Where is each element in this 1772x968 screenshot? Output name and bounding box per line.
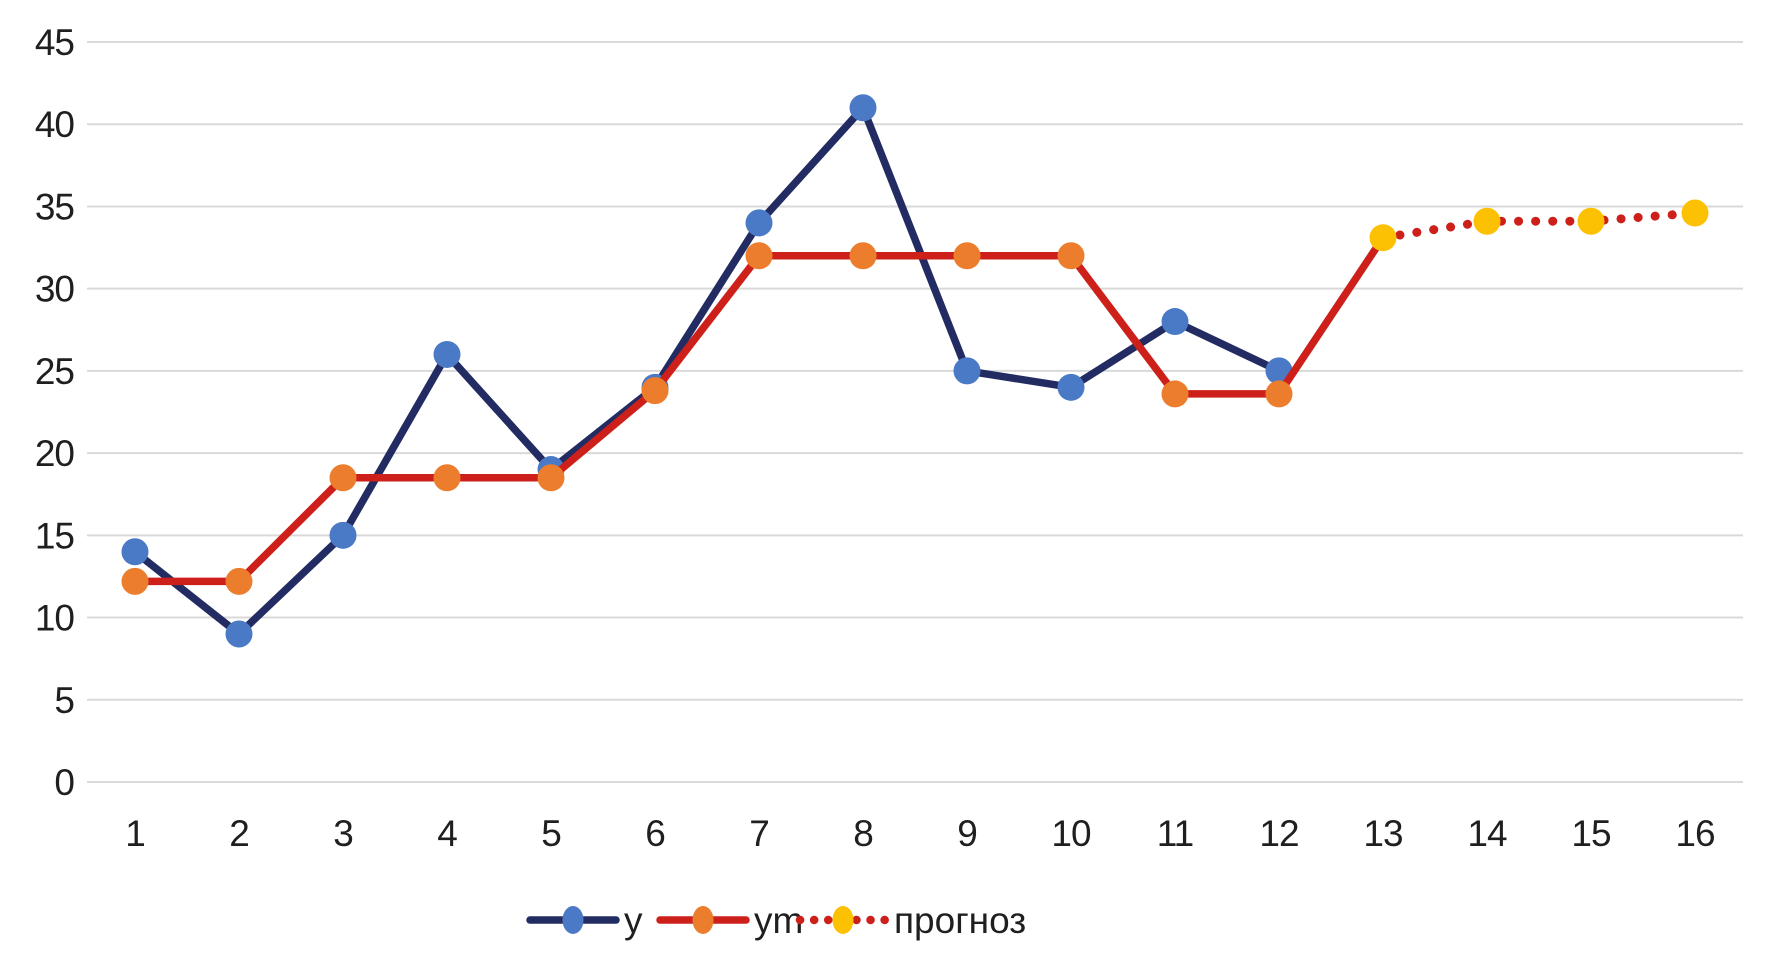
data-point-marker-ym [849,242,877,270]
data-point-marker-прогноз [1681,199,1709,227]
data-point-marker-y [745,209,773,237]
x-axis-tick-label: 8 [853,813,873,854]
y-axis-tick-label: 30 [35,269,75,310]
gridlines [87,41,1743,783]
data-point-marker-y [1057,373,1085,401]
data-point-marker-y [433,340,461,368]
data-point-marker-прогноз [1369,224,1397,252]
data-point-marker-ym [1057,242,1085,270]
legend-label: y [624,900,643,941]
legend-item-ym: ym [656,900,803,941]
data-point-marker-y [1161,308,1189,336]
x-axis-tick-label: 4 [437,813,457,854]
series-прогноз [1369,199,1709,252]
y-axis-tick-label: 20 [35,433,75,474]
y-axis-tick-label: 40 [35,104,75,145]
x-axis-tick-label: 10 [1051,813,1091,854]
x-axis-tick-label: 2 [229,813,249,854]
y-axis-tick-label: 5 [54,680,74,721]
data-point-marker-ym [329,464,357,492]
data-point-marker-ym [1161,380,1189,408]
legend: y ym прогноз [526,900,1026,941]
series-line-y [131,104,1283,638]
data-point-marker-ym [953,242,981,270]
legend-marker-sample [692,906,714,934]
data-point-marker-y [953,357,981,385]
x-axis-tick-label: 6 [645,813,665,854]
x-axis-tick-label: 1 [125,813,145,854]
legend-item-y: y [526,900,643,941]
y-axis-tick-labels: 0 5 10 15 20 25 30 35 40 45 [35,22,76,803]
x-axis-tick-label: 14 [1467,813,1507,854]
x-axis-tick-label: 13 [1363,813,1402,854]
data-point-marker-ym [433,464,461,492]
data-point-marker-ym [1265,380,1293,408]
x-axis-tick-label: 9 [957,813,977,854]
data-point-marker-y [329,521,357,549]
data-point-marker-y [225,620,253,648]
legend-label: ym [754,900,803,941]
data-point-marker-ym [225,567,253,595]
y-axis-tick-label: 45 [35,22,75,63]
data-point-marker-ym [641,377,669,405]
x-axis-tick-label: 11 [1157,813,1193,854]
legend-marker-sample [832,906,854,934]
y-axis-tick-label: 0 [54,762,74,803]
data-point-marker-ym [745,242,773,270]
data-point-marker-ym [537,464,565,492]
y-axis-tick-label: 35 [35,186,75,227]
series-line-прогноз [1378,208,1700,243]
y-axis-tick-label: 15 [35,515,75,556]
data-point-marker-y [121,538,149,566]
data-point-marker-y [849,94,877,122]
legend-marker-sample [562,906,584,934]
data-point-marker-прогноз [1577,207,1605,235]
data-point-marker-ym [121,567,149,595]
data-point-marker-прогноз [1473,207,1501,235]
x-axis-tick-label: 7 [749,813,769,854]
x-axis-tick-label: 16 [1675,813,1714,854]
x-axis-tick-label: 12 [1259,813,1298,854]
x-axis-tick-labels: 1 2 3 4 5 6 7 8 9 10 11 12 13 14 15 16 [125,813,1715,854]
legend-item-прогноз: прогноз [795,900,1026,941]
y-axis-tick-label: 25 [35,351,75,392]
legend-label: прогноз [894,900,1026,941]
x-axis-tick-label: 5 [541,813,561,854]
x-axis-tick-label: 15 [1571,813,1611,854]
x-axis-tick-label: 3 [333,813,353,854]
series-ym [121,233,1387,595]
y-axis-tick-label: 10 [35,598,75,639]
